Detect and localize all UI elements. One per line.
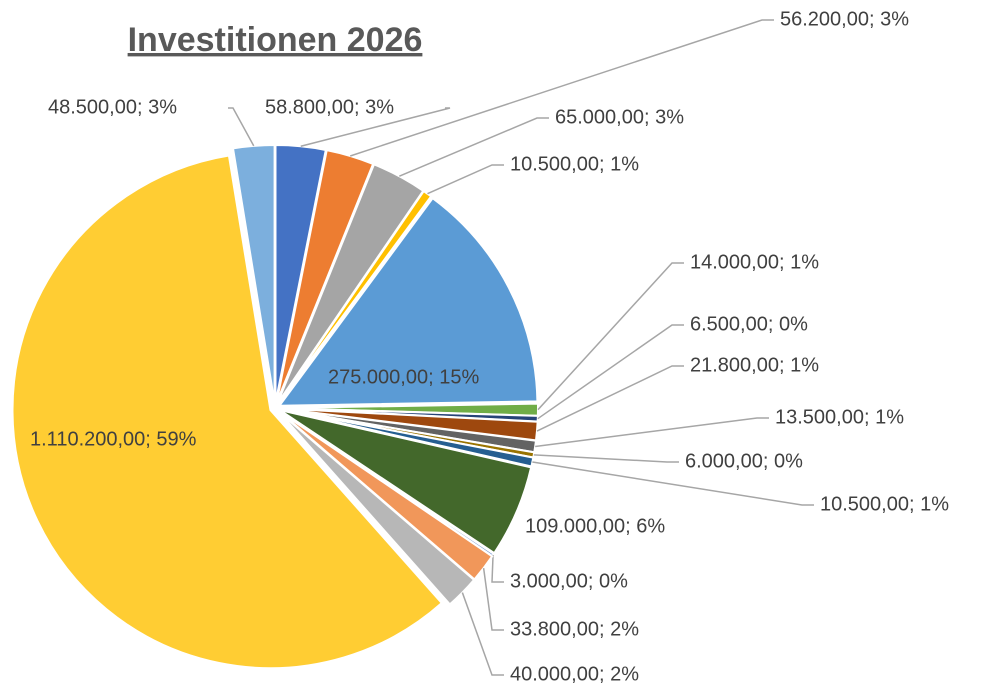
chart-title: Investitionen 2026 xyxy=(128,21,423,59)
leader-line xyxy=(399,117,549,177)
pie-slice xyxy=(275,148,375,404)
data-label: 1.110.200,00; 59% xyxy=(30,428,197,450)
data-label: 48.500,00; 3% xyxy=(48,96,177,118)
leader-line xyxy=(461,592,504,676)
leader-line xyxy=(533,454,679,463)
data-label: 10.500,00; 1% xyxy=(820,493,949,515)
leader-line xyxy=(349,19,774,157)
pie-slice xyxy=(11,154,444,670)
leader-line xyxy=(536,365,684,432)
data-label: 275.000,00; 15% xyxy=(328,366,479,388)
pie-slice xyxy=(277,196,539,407)
data-label: 14.000,00; 1% xyxy=(690,251,819,273)
data-label: 40.000,00; 2% xyxy=(510,663,639,685)
data-label: 6.500,00; 0% xyxy=(690,313,808,335)
data-label: 65.000,00; 3% xyxy=(555,106,684,128)
data-label: 56.200,00; 3% xyxy=(780,8,909,30)
data-label: 13.500,00; 1% xyxy=(775,406,904,428)
data-label: 109.000,00; 6% xyxy=(525,515,665,537)
data-label: 58.800,00; 3% xyxy=(265,96,394,118)
data-label: 10.500,00; 1% xyxy=(510,153,639,175)
pie-slice xyxy=(279,409,533,555)
data-label: 3.000,00; 0% xyxy=(510,570,628,592)
leader-line xyxy=(427,164,504,195)
leader-line xyxy=(228,107,255,147)
data-label: 33.800,00; 2% xyxy=(510,618,639,640)
pie-slice xyxy=(277,189,433,405)
leader-line xyxy=(532,461,814,506)
leader-line xyxy=(491,555,504,583)
leader-line xyxy=(537,262,684,411)
leader-line xyxy=(482,568,504,631)
data-label: 6.000,00; 0% xyxy=(685,450,803,472)
leader-line xyxy=(537,324,684,420)
leader-line xyxy=(300,107,451,147)
leader-line xyxy=(535,417,769,448)
data-label: 21.800,00; 1% xyxy=(690,354,819,376)
